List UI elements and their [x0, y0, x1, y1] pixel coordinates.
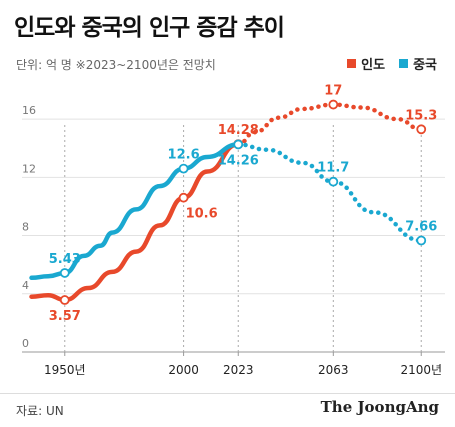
y-tick-label: 8 — [22, 221, 29, 234]
data-label-china: 11.7 — [317, 161, 349, 176]
data-label-china: 5.43 — [49, 252, 81, 267]
legend: 인도 중국 — [347, 54, 437, 73]
x-tick-label: 1950년 — [44, 363, 86, 377]
footer-divider — [0, 393, 455, 394]
series-forecast-line-india — [236, 102, 424, 147]
chart-subtitle: 단위: 억 명 ※2023~2100년은 전망치 — [16, 58, 216, 72]
data-label-india: 3.57 — [49, 309, 81, 324]
y-tick-label: 16 — [22, 104, 36, 117]
series-forecast-line-china — [236, 142, 424, 243]
series-line-china — [29, 142, 241, 281]
x-tick-label: 2023 — [223, 363, 254, 377]
chart-title: 인도와 중국의 인구 증감 추이 — [14, 15, 285, 41]
data-label-china: 14.26 — [218, 153, 259, 168]
data-point-china — [178, 163, 189, 174]
data-point-china — [233, 139, 244, 150]
data-point-china — [416, 235, 427, 246]
data-label-china: 12.6 — [168, 148, 200, 163]
x-tick-label: 2063 — [318, 363, 349, 377]
source-note: 자료: UN — [16, 404, 64, 418]
y-tick-label: 0 — [22, 337, 29, 350]
y-tick-label: 4 — [22, 279, 29, 292]
data-point-india — [178, 192, 189, 203]
data-point-india — [59, 295, 70, 305]
data-label-india: 14.28 — [218, 123, 259, 138]
data-point-china — [328, 176, 339, 187]
legend-swatch-india — [347, 59, 357, 68]
legend-item-china: 중국 — [399, 54, 437, 73]
data-label-india: 15.3 — [405, 108, 437, 123]
y-tick-label: 12 — [22, 162, 36, 175]
data-label-india: 17 — [324, 84, 342, 99]
legend-swatch-china — [399, 59, 409, 68]
data-point-india — [416, 124, 427, 135]
data-label-china: 7.66 — [405, 220, 437, 235]
line-chart: 0 4 8 12 16 1950년 2000 2023 2063 2100년 3.57 10.6 14.… — [22, 84, 445, 377]
data-point-india — [328, 99, 339, 110]
data-point-china — [59, 268, 70, 278]
legend-label-india: 인도 — [361, 58, 386, 73]
x-tick-label: 2100년 — [400, 363, 442, 377]
x-tick-label: 2000 — [168, 363, 199, 377]
series-line-india — [29, 141, 241, 303]
legend-label-china: 중국 — [413, 58, 437, 73]
data-label-india: 10.6 — [186, 207, 218, 222]
brand-logo: The JoongAng — [320, 398, 439, 416]
legend-item-india: 인도 — [347, 54, 385, 73]
